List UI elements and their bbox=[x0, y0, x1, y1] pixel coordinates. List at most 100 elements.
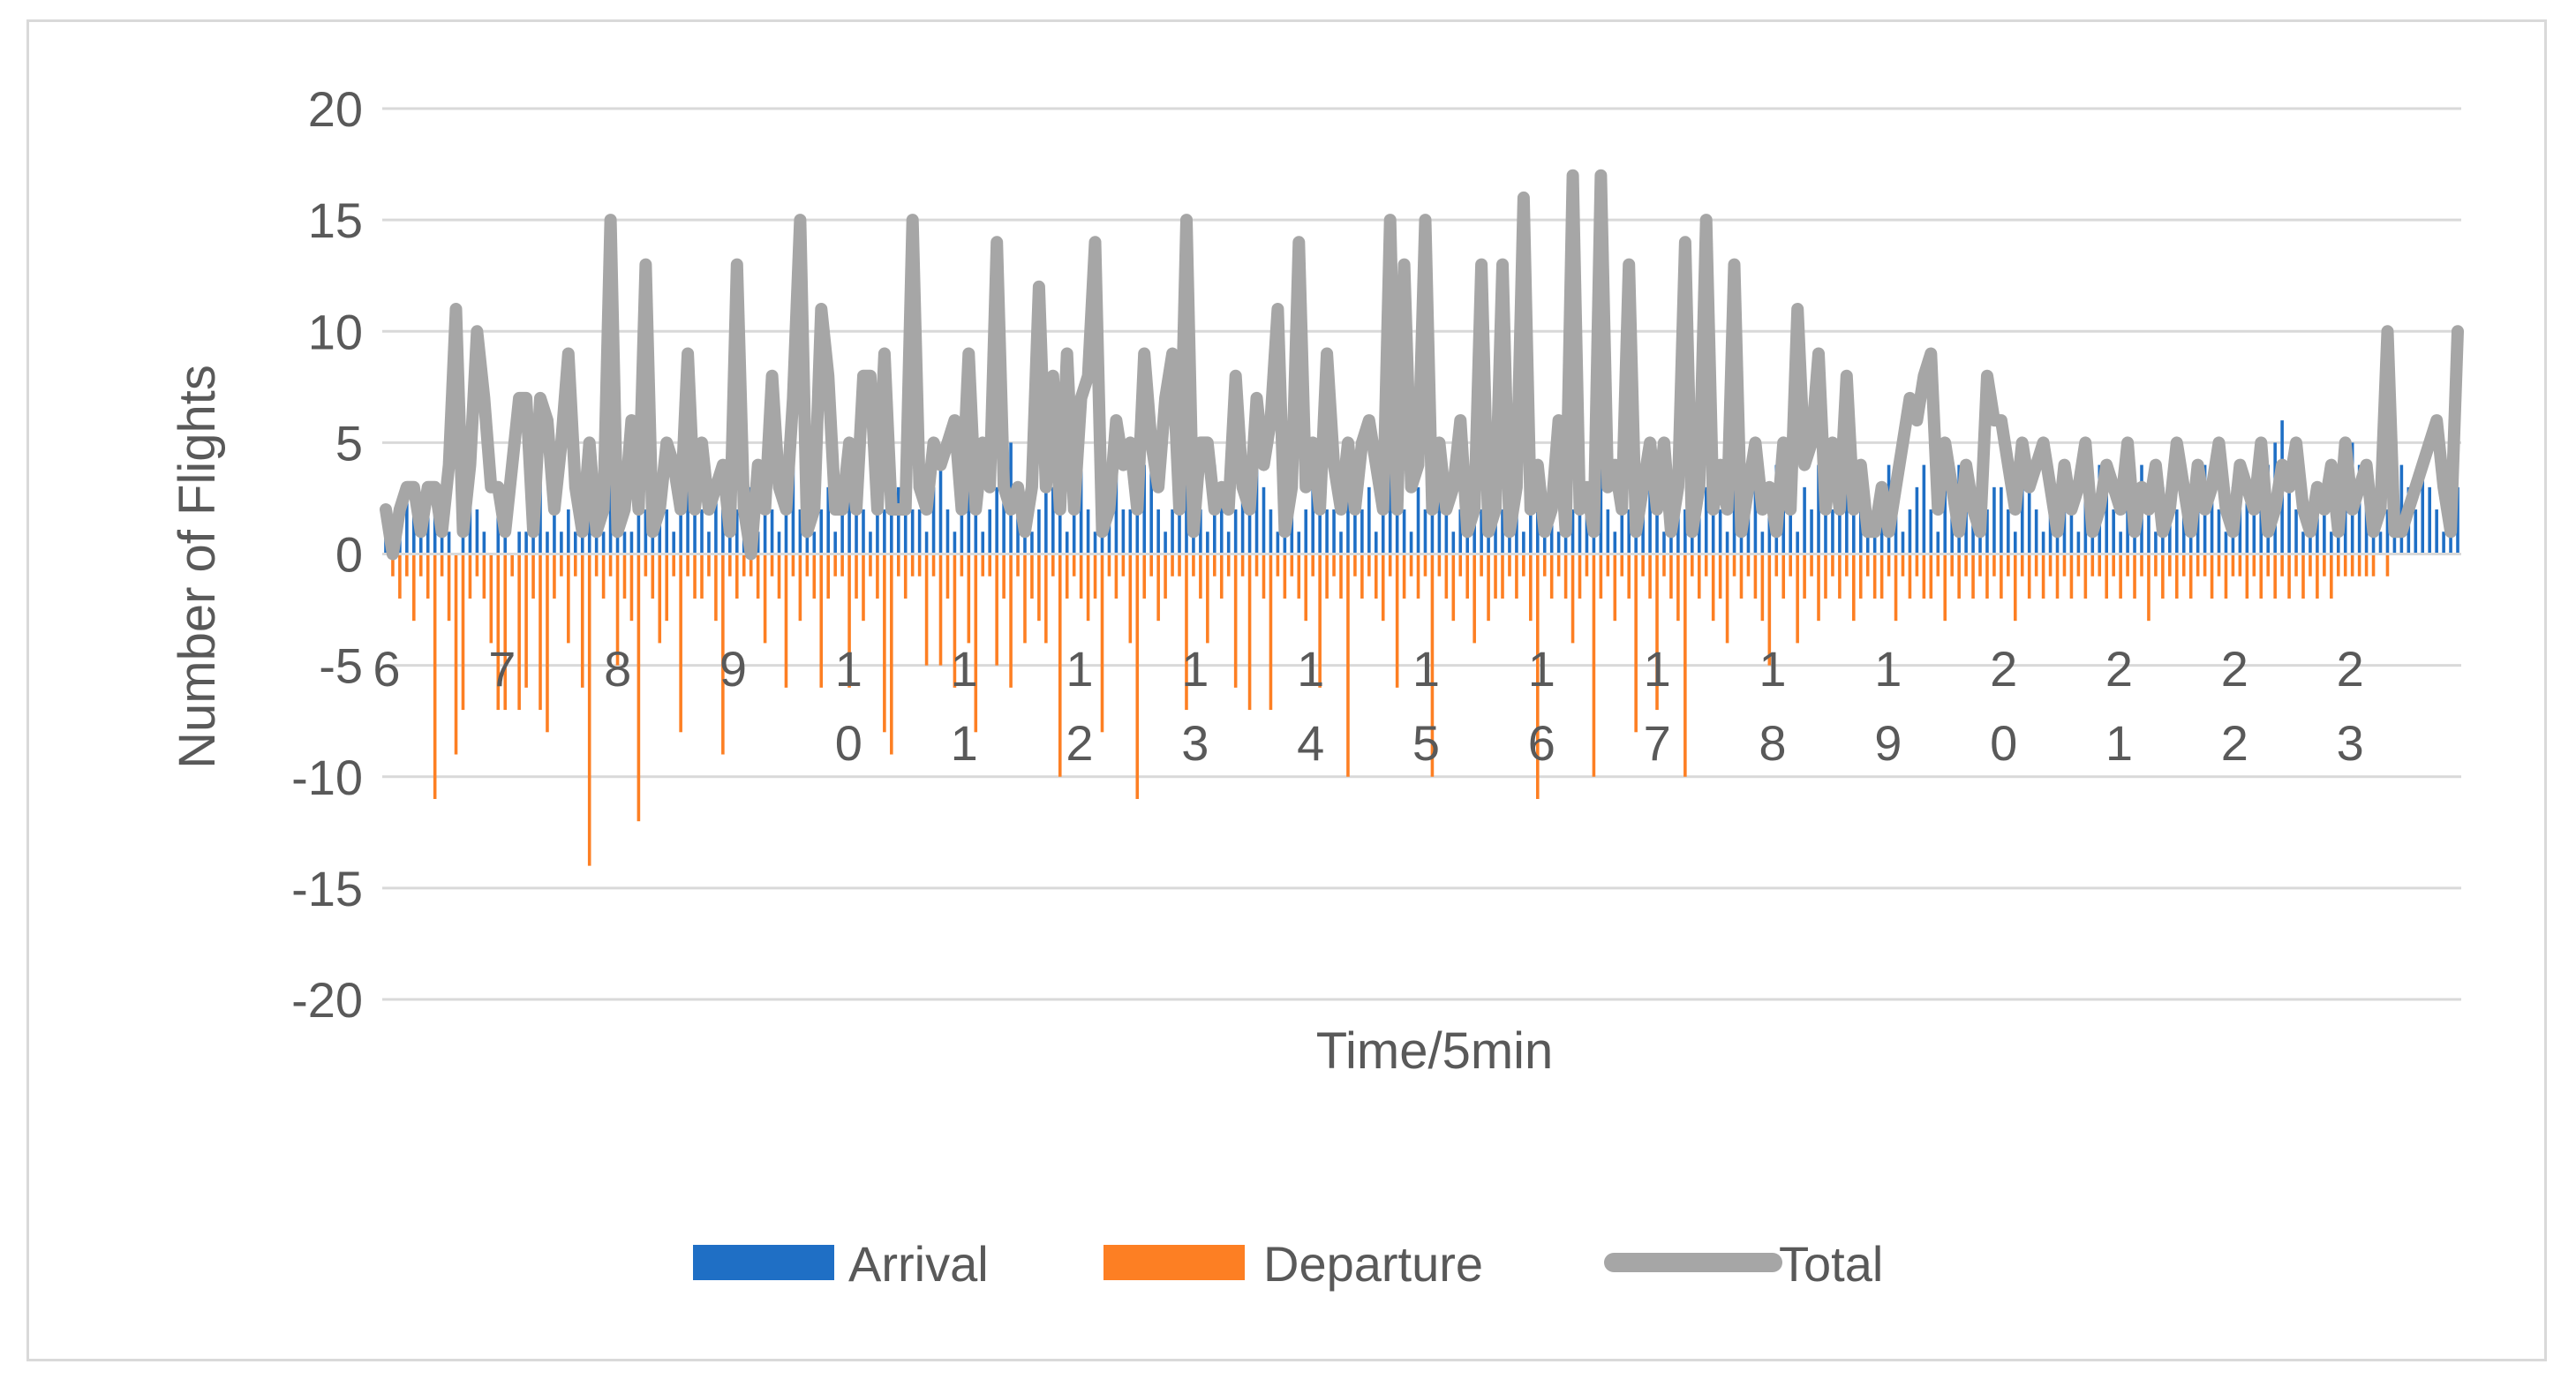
arrival-bar bbox=[2435, 509, 2438, 554]
departure-bar bbox=[531, 554, 535, 599]
departure-bar bbox=[672, 554, 675, 577]
departure-bar bbox=[440, 554, 444, 577]
departure-bar bbox=[2231, 554, 2235, 577]
departure-bar bbox=[679, 554, 682, 733]
arrival-bar bbox=[1247, 509, 1252, 554]
departure-bar bbox=[1753, 554, 1758, 599]
arrival-bar bbox=[1978, 531, 1982, 554]
departure-bar bbox=[2034, 554, 2038, 577]
arrival-bar bbox=[546, 531, 549, 554]
arrival-bar bbox=[777, 531, 781, 554]
departure-bar bbox=[1620, 554, 1624, 577]
x-tick-label: 1 bbox=[1412, 641, 1440, 697]
departure-bar bbox=[714, 554, 718, 622]
departure-bar bbox=[1164, 554, 1167, 599]
arrival-bar bbox=[2287, 486, 2291, 554]
arrival-bar bbox=[1219, 486, 1224, 554]
arrival-bar bbox=[1549, 509, 1554, 554]
arrival-bar bbox=[2238, 509, 2242, 554]
departure-bar bbox=[1817, 554, 1820, 622]
departure-bar bbox=[1395, 554, 1399, 688]
arrival-bar bbox=[2020, 486, 2024, 554]
arrival-bar bbox=[1374, 531, 1378, 554]
arrival-bar bbox=[1845, 486, 1849, 554]
departure-bar bbox=[1908, 554, 1912, 599]
x-tick-label: 1 bbox=[1874, 641, 1902, 697]
departure-bar bbox=[728, 554, 732, 577]
departure-bar bbox=[869, 554, 872, 577]
arrival-bar bbox=[1831, 509, 1834, 554]
legend-swatch-arrival bbox=[693, 1245, 834, 1280]
departure-bar bbox=[658, 554, 662, 644]
arrival-bar bbox=[629, 531, 634, 554]
arrival-bar bbox=[1606, 509, 1610, 554]
departure-bar bbox=[1016, 554, 1020, 577]
arrival-bar bbox=[910, 509, 915, 554]
arrival-bar bbox=[2217, 509, 2221, 554]
y-tick-label: 0 bbox=[335, 527, 363, 583]
departure-bar bbox=[1185, 554, 1188, 711]
total-series-line bbox=[380, 169, 2464, 561]
departure-bar bbox=[1093, 554, 1097, 599]
departure-bar bbox=[840, 554, 844, 577]
departure-bar bbox=[1697, 554, 1701, 599]
arrival-bar bbox=[1121, 509, 1126, 554]
x-tick-label: 2 bbox=[2105, 641, 2133, 697]
departure-bar bbox=[1065, 554, 1069, 599]
departure-bar bbox=[1704, 554, 1708, 577]
arrival-bar bbox=[2330, 531, 2333, 554]
departure-bar bbox=[1388, 554, 1392, 577]
departure-bar bbox=[833, 554, 837, 577]
departure-bar bbox=[995, 554, 998, 666]
arrival-bar bbox=[1332, 509, 1336, 554]
departure-bar bbox=[777, 554, 781, 599]
departure-bar bbox=[2013, 554, 2017, 622]
arrival-bar bbox=[2323, 509, 2326, 554]
arrival-bar bbox=[931, 486, 936, 554]
departure-bar bbox=[2076, 554, 2081, 577]
legend-item-arrival[interactable]: Arrival bbox=[693, 1236, 989, 1292]
arrival-bar bbox=[2048, 509, 2053, 554]
legend-item-total[interactable]: Total bbox=[1604, 1236, 1883, 1292]
departure-bar bbox=[1915, 554, 1919, 577]
departure-bar bbox=[1508, 554, 1511, 577]
departure-bar bbox=[1247, 554, 1252, 711]
departure-bar bbox=[1269, 554, 1273, 711]
departure-bar bbox=[1789, 554, 1792, 577]
arrival-bar bbox=[1086, 509, 1090, 554]
arrival-bar bbox=[798, 509, 802, 554]
arrival-bar bbox=[1304, 509, 1308, 554]
departure-bar bbox=[967, 554, 971, 644]
x-tick-label-line2: 1 bbox=[2105, 715, 2133, 771]
departure-bar bbox=[2364, 554, 2369, 577]
departure-bar bbox=[1437, 554, 1442, 577]
departure-bar bbox=[1367, 554, 1371, 577]
arrival-bar bbox=[2196, 509, 2200, 554]
x-tick-label: 2 bbox=[2337, 641, 2364, 697]
arrival-bar bbox=[1233, 509, 1238, 554]
departure-bar bbox=[1213, 554, 1216, 577]
departure-bar bbox=[2119, 554, 2122, 599]
departure-bar bbox=[2083, 554, 2088, 599]
departure-bar bbox=[1058, 554, 1062, 777]
departure-bar bbox=[2203, 554, 2207, 577]
legend-item-departure[interactable]: Departure bbox=[1103, 1236, 1483, 1292]
departure-bar bbox=[2098, 554, 2102, 577]
arrival-bar bbox=[1451, 531, 1456, 554]
arrival-bar bbox=[1487, 531, 1490, 554]
arrival-bar bbox=[1002, 464, 1006, 554]
departure-bar bbox=[1086, 554, 1090, 622]
departure-bar bbox=[1254, 554, 1259, 577]
departure-bar bbox=[644, 554, 648, 577]
x-axis-label: Time/5min bbox=[1316, 1022, 1554, 1080]
departure-bar bbox=[876, 554, 879, 599]
departure-bar bbox=[1262, 554, 1266, 599]
arrival-bar bbox=[2357, 464, 2361, 554]
departure-bar bbox=[629, 554, 634, 622]
departure-bar bbox=[1332, 554, 1336, 577]
arrival-bar bbox=[1746, 509, 1751, 554]
arrival-bar bbox=[644, 509, 648, 554]
arrival-bar bbox=[2154, 531, 2158, 554]
arrival-bar bbox=[560, 531, 563, 554]
x-tick-label: 2 bbox=[1990, 641, 2017, 697]
